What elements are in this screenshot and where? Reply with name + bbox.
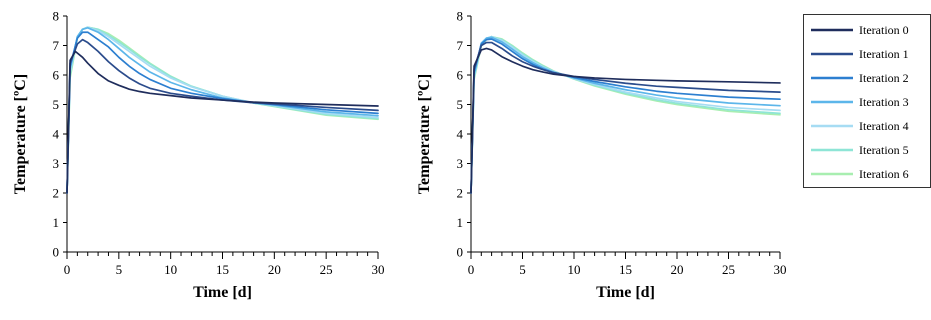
y-tick-label: 1 [457,215,464,230]
y-tick-label: 1 [53,215,60,230]
series-line-iteration-0 [66,50,379,194]
legend: Iteration 0 Iteration 1 Iteration 2 Iterati… [803,14,931,188]
legend-label-4: Iteration 4 [859,119,909,133]
y-tick-label: 0 [53,245,60,260]
y-tick-label: 2 [53,186,60,201]
legend-label-3: Iteration 3 [859,95,909,109]
y-tick-label: 7 [53,38,60,53]
y-tick-label: 4 [457,127,464,142]
series-line-iteration-6 [470,35,781,194]
legend-label-1: Iteration 1 [859,47,909,61]
y-axis-label: Temperature [ºC] [416,74,433,194]
x-axis-label: Time [d] [193,284,252,301]
y-tick-label: 2 [457,186,464,201]
legend-label-0: Iteration 0 [859,23,909,37]
x-tick-label: 10 [568,262,581,277]
series-line-iteration-5 [470,35,781,194]
y-tick-label: 5 [53,97,60,112]
x-tick-label: 5 [116,262,123,277]
x-tick-label: 0 [64,262,71,277]
x-tick-label: 15 [619,262,632,277]
x-tick-label: 20 [671,262,684,277]
y-tick-label: 3 [457,156,464,171]
chart-right: 0 1 2 3 4 5 6 7 8 0 5 10 15 20 25 30 Time [d] Temperature… [416,9,787,302]
y-tick-label: 6 [53,68,60,83]
chart-left: 0 1 2 3 4 5 6 7 8 0 5 10 15 20 25 30 Time [d] Temperature… [12,9,385,302]
y-tick-label: 6 [457,68,464,83]
series-line-iteration-4 [470,35,781,194]
legend-label-2: Iteration 2 [859,71,909,85]
y-tick-label: 3 [53,156,60,171]
x-tick-label: 30 [774,262,787,277]
x-tick-label: 25 [722,262,735,277]
x-tick-label: 10 [164,262,177,277]
x-tick-label: 30 [372,262,385,277]
y-tick-label: 8 [53,9,60,24]
y-axis-label: Temperature [ºC] [12,74,29,194]
legend-label-5: Iteration 5 [859,143,909,157]
series-line-iteration-0 [470,47,781,194]
x-tick-label: 5 [519,262,526,277]
y-tick-label: 4 [53,127,60,142]
y-tick-label: 8 [457,9,464,24]
series-line-iteration-1 [470,41,781,194]
series-line-iteration-3 [470,36,781,194]
x-tick-label: 25 [320,262,333,277]
legend-label-6: Iteration 6 [859,167,909,181]
series-line-iteration-2 [470,38,781,194]
y-tick-label: 7 [457,38,464,53]
x-tick-label: 15 [216,262,229,277]
x-tick-label: 20 [268,262,281,277]
x-tick-label: 0 [468,262,475,277]
y-tick-label: 5 [457,97,464,112]
x-axis-label: Time [d] [596,284,655,301]
y-tick-label: 0 [457,245,464,260]
